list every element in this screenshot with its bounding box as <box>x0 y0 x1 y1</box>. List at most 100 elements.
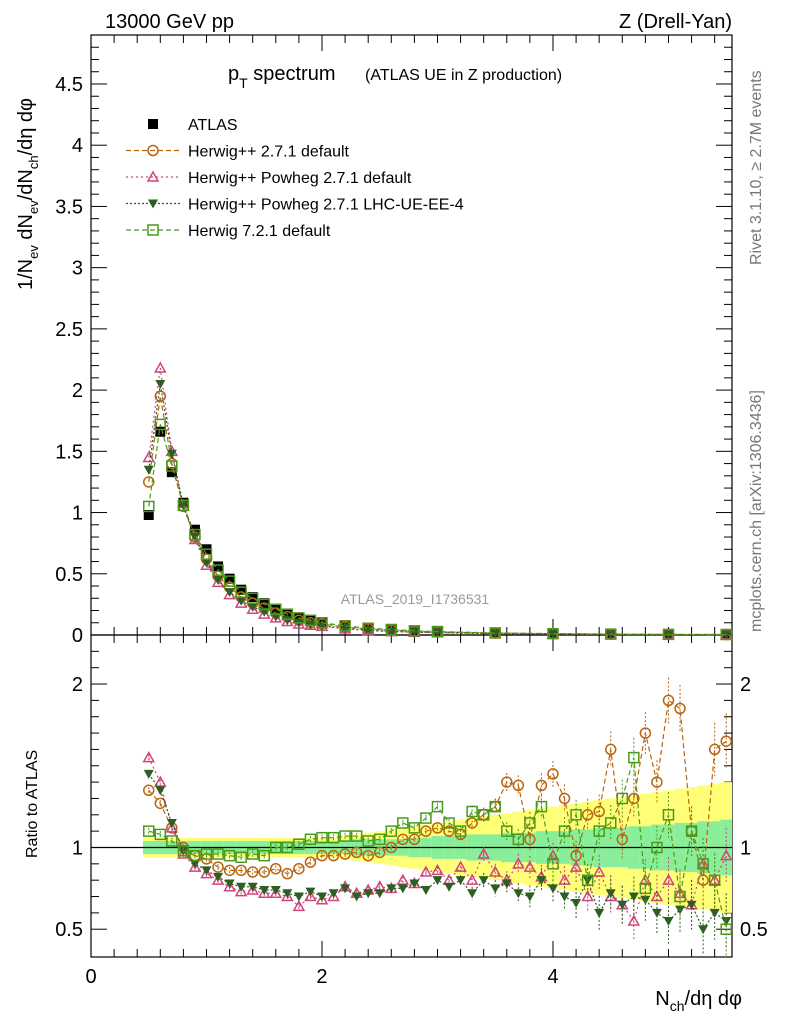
main-series-line <box>148 383 727 636</box>
ratio-point <box>270 841 282 854</box>
ratio-point <box>466 817 478 829</box>
x-axis-label: Nch/dη dφ <box>655 988 742 1014</box>
main-point <box>721 630 732 640</box>
ratio-point <box>524 833 536 846</box>
ratio-point <box>235 851 247 864</box>
main-point <box>234 596 248 608</box>
main-point <box>605 630 616 640</box>
ratio-point <box>234 885 248 897</box>
ratio-point <box>512 833 525 846</box>
ratio-point <box>489 800 501 813</box>
main-point <box>224 573 235 584</box>
ratio-point <box>188 860 202 872</box>
ratio-point <box>212 861 224 873</box>
ratio-point <box>386 884 397 894</box>
ratio-point <box>628 892 639 902</box>
ratio-point <box>558 792 571 805</box>
ratio-y-tick-label-right: 0.5 <box>740 919 768 941</box>
main-point <box>257 607 271 619</box>
ratio-point <box>432 876 443 886</box>
main-point <box>154 390 167 402</box>
ratio-point <box>397 817 409 829</box>
ratio-point <box>350 830 363 842</box>
ratio-point <box>571 899 582 909</box>
ratio-y-tick-label: 0.5 <box>55 919 83 941</box>
ratio-point <box>270 885 281 895</box>
ratio-point <box>420 812 432 824</box>
ratio-point <box>616 833 629 846</box>
main-point <box>547 630 558 640</box>
main-point <box>142 450 156 463</box>
ratio-point <box>200 867 213 879</box>
ratio-point <box>720 923 732 935</box>
main-point <box>143 465 154 475</box>
ratio-point <box>708 874 721 886</box>
ratio-point <box>154 828 167 841</box>
main-point <box>189 533 200 543</box>
ratio-point <box>466 805 478 818</box>
ratio-point <box>501 825 513 837</box>
ratio-point <box>373 846 386 859</box>
ratio-point <box>293 838 305 850</box>
x-tick-label: 0 <box>85 966 96 988</box>
ratio-point <box>340 884 351 894</box>
main-point <box>213 561 224 572</box>
ratio-point <box>547 858 559 870</box>
ratio-point <box>431 800 444 813</box>
ratio-point <box>328 889 339 899</box>
main-point <box>201 558 212 568</box>
main-point <box>305 619 316 629</box>
ratio-y-tick-label: 2 <box>72 674 83 696</box>
ratio-point <box>292 899 306 912</box>
main-y-tick-label: 2.5 <box>55 319 83 341</box>
ratio-point <box>397 833 409 846</box>
ratio-point <box>155 786 166 796</box>
ratio-point <box>558 825 571 837</box>
ratio-point <box>143 769 154 779</box>
ratio-point <box>396 873 410 885</box>
ratio-point <box>351 892 362 902</box>
ratio-point <box>224 879 235 889</box>
main-y-tick-label: 3 <box>72 258 83 280</box>
ratio-point <box>708 743 721 756</box>
mcplots-label: mcplots.cern.ch [arXiv:1306.3436] <box>748 390 765 632</box>
ratio-point <box>236 882 247 892</box>
ratio-point <box>524 892 535 902</box>
legend-label: ATLAS <box>188 117 238 134</box>
ratio-point <box>720 735 732 747</box>
ratio-point <box>246 883 259 895</box>
main-y-tick-label: 1 <box>72 503 83 525</box>
ratio-point <box>409 879 420 889</box>
main-point <box>200 548 213 560</box>
ratio-point <box>651 908 662 918</box>
main-point <box>490 629 501 639</box>
ratio-point <box>662 694 675 707</box>
ratio-point <box>316 849 328 862</box>
main-y-tick-label: 4.5 <box>55 74 83 96</box>
main-y-tick-label: 3.5 <box>55 196 83 218</box>
main-point <box>155 426 166 437</box>
header-process: Z (Drell-Yan) <box>619 11 732 33</box>
ratio-point <box>212 848 224 860</box>
ratio-point <box>651 841 663 854</box>
main-point <box>236 584 247 595</box>
ratio-point <box>246 866 259 878</box>
ratio-point <box>223 880 236 892</box>
ratio-point <box>385 841 398 854</box>
ratio-point <box>419 865 433 877</box>
ratio-point <box>408 822 421 834</box>
x-axis: 0 2 4 <box>85 35 716 988</box>
ratio-point <box>281 841 294 854</box>
ratio-point <box>627 914 641 926</box>
main-y-axis-label: 1/Nev dNev/dNch/dη dφ <box>15 98 41 290</box>
ratio-point <box>316 892 327 902</box>
ratio-point <box>605 889 616 899</box>
main-point <box>281 608 294 620</box>
main-point <box>385 623 398 636</box>
main-point <box>663 630 674 640</box>
main-point <box>166 449 177 459</box>
main-point <box>246 592 259 605</box>
main-point <box>362 622 374 635</box>
ratio-point <box>339 848 351 860</box>
ratio-point <box>686 900 697 910</box>
